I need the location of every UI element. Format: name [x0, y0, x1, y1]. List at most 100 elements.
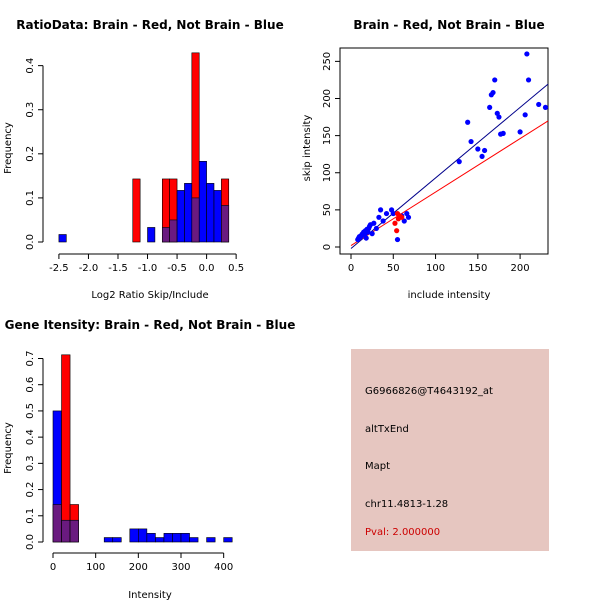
- gene-hist-overlap-bar: [52, 504, 62, 543]
- scatter-y-tick-label: 0: [322, 244, 333, 250]
- gene-hist-x-tick-label: 300: [171, 562, 190, 573]
- scatter-y-tick-label: 200: [322, 89, 333, 108]
- ratio-hist-overlap-bar: [169, 219, 178, 243]
- ratio-hist-x-tick-label: -2.0: [79, 263, 99, 274]
- scatter-notbrain-point: [536, 101, 542, 108]
- gene-intensity-xlabel: Intensity: [128, 590, 172, 600]
- ratio-hist-notbrain-bar: [206, 183, 215, 243]
- scatter-notbrain-point: [456, 159, 462, 165]
- ratio-histogram: RatioData: Brain - Red, Not Brain - Blue…: [3, 18, 284, 301]
- ratio-hist-y-tick-label: 0.4: [25, 58, 36, 74]
- ratio-hist-x-tick-label: -1.0: [138, 263, 158, 274]
- gene-hist-notbrain-bar: [138, 528, 148, 543]
- scatter-brain-point: [395, 216, 401, 222]
- scatter-notbrain-point: [517, 129, 523, 135]
- scatter-y-tick-label: 100: [322, 163, 333, 182]
- scatter-notbrain-point: [373, 225, 379, 232]
- gene-hist-notbrain-bar: [206, 537, 216, 543]
- scatter-notbrain-point: [390, 210, 396, 217]
- gene-hist-y-tick-label: 0.7: [25, 351, 36, 367]
- scatter-notbrain-point: [500, 130, 506, 136]
- gene-intensity-ylabel: Frequency: [3, 422, 14, 474]
- gene-hist-y-tick-label: 0.1: [25, 508, 36, 524]
- scatter-x-tick-label: 100: [426, 263, 445, 274]
- ratio-hist-y-tick-label: 0.3: [25, 102, 36, 118]
- pval-text: Pval: 2.000000: [365, 527, 441, 538]
- scatter-notbrain-point: [401, 218, 407, 224]
- gene-hist-y-tick-label: 0.0: [25, 534, 36, 550]
- scatter-notbrain-point: [468, 138, 474, 145]
- scatter-y-tick-label: 50: [322, 204, 333, 217]
- gene-hist-overlap-bar: [61, 519, 71, 543]
- ratio-hist-x-tick-label: 0.0: [199, 263, 215, 274]
- scatter-notbrain-point: [383, 210, 390, 217]
- scatter-notbrain-point: [394, 236, 401, 243]
- ratio-hist-notbrain-bar: [176, 190, 185, 243]
- ratio-hist-y-tick-label: 0.1: [25, 190, 36, 206]
- ratio-hist-overlap-bar: [191, 197, 200, 243]
- event-type: altTxEnd: [365, 424, 409, 435]
- scatter-y-tick-label: 150: [322, 126, 333, 145]
- gene-hist-x-tick-label: 200: [129, 562, 148, 573]
- gene-hist-notbrain-bar: [180, 533, 190, 543]
- ratio-hist-notbrain-bar: [147, 227, 156, 243]
- scatter-y-tick-label: 250: [322, 52, 333, 71]
- scatter-notbrain-point: [475, 146, 481, 152]
- gene-hist-x-tick-label: 100: [86, 562, 105, 573]
- gene-hist-y-tick-label: 0.5: [25, 403, 36, 419]
- gene-hist-y-tick-label: 0.4: [25, 429, 36, 445]
- gene-name: Mapt: [365, 461, 391, 472]
- gene-hist-notbrain-bar: [172, 533, 182, 543]
- probe-info-panel: G6966826@T4643192_at altTxEnd Mapt chr11…: [351, 349, 549, 551]
- gene-hist-notbrain-bar: [112, 537, 122, 543]
- ratio-hist-notbrain-bar: [213, 190, 222, 243]
- scatter-x-tick-label: 200: [511, 263, 530, 274]
- gene-hist-notbrain-bar: [129, 528, 139, 543]
- scatter-notbrain-point: [363, 235, 369, 241]
- gene-hist-notbrain-bar: [163, 533, 173, 543]
- ratio-hist-overlap-bar: [221, 205, 230, 243]
- scatter-notbrain-point: [369, 231, 375, 237]
- scatter-notbrain-point: [522, 112, 528, 118]
- gene-hist-notbrain-bar: [146, 533, 156, 543]
- gene-hist-overlap-bar: [69, 519, 79, 543]
- scatter-notbrain-point: [524, 51, 530, 57]
- scatter-notbrain-point: [371, 220, 377, 226]
- scatter-brain-point: [392, 220, 398, 226]
- scatter-notbrain-point: [492, 77, 498, 83]
- gene-hist-notbrain-bar: [103, 537, 114, 543]
- gene-intensity-title: Gene Itensity: Brain - Red, Not Brain - …: [5, 318, 296, 332]
- scatter-notbrain-point: [377, 207, 384, 213]
- scatter-brain-fit-line: [350, 120, 549, 246]
- scatter-notbrain-point: [405, 214, 412, 220]
- gene-hist-notbrain-bar: [189, 537, 199, 543]
- scatter-notbrain-point: [376, 214, 382, 220]
- ratio-hist-x-tick-label: -2.5: [49, 263, 69, 274]
- scatter-notbrain-point: [496, 114, 502, 120]
- scatter-x-tick-label: 150: [468, 263, 487, 274]
- gene-hist-notbrain-bar: [223, 537, 233, 543]
- ratio-hist-notbrain-bar: [58, 234, 67, 243]
- scatter-notbrain-point: [487, 104, 493, 111]
- gene-hist-y-tick-label: 0.2: [25, 482, 36, 498]
- ratio-hist-x-tick-label: 0.5: [228, 263, 244, 274]
- probe-id: G6966826@T4643192_at: [365, 386, 493, 397]
- gene-hist-y-tick-label: 0.3: [25, 455, 36, 471]
- ratio-hist-brain-bar: [132, 178, 141, 243]
- scatter-notbrain-fit-line: [350, 83, 549, 249]
- ratio-hist-y-tick-label: 0.0: [25, 234, 36, 250]
- ratio-hist-overlap-bar: [161, 227, 170, 243]
- intensity-scatter-ylabel: skip intensity: [302, 115, 313, 182]
- scatter-notbrain-point: [465, 119, 471, 125]
- scatter-notbrain-point: [525, 77, 532, 83]
- ratio-hist-x-tick-label: -1.5: [108, 263, 128, 274]
- scatter-notbrain-point: [481, 147, 488, 154]
- scatter-notbrain-point: [542, 104, 549, 111]
- gene-hist-x-tick-label: 0: [50, 562, 56, 573]
- ratio-hist-y-tick-label: 0.2: [25, 146, 36, 162]
- scatter-brain-point: [394, 228, 400, 234]
- ratio-hist-notbrain-bar: [198, 161, 207, 243]
- intensity-scatter: Brain - Red, Not Brain - Blue include in…: [302, 18, 549, 301]
- ratio-histogram-title: RatioData: Brain - Red, Not Brain - Blue: [16, 18, 283, 32]
